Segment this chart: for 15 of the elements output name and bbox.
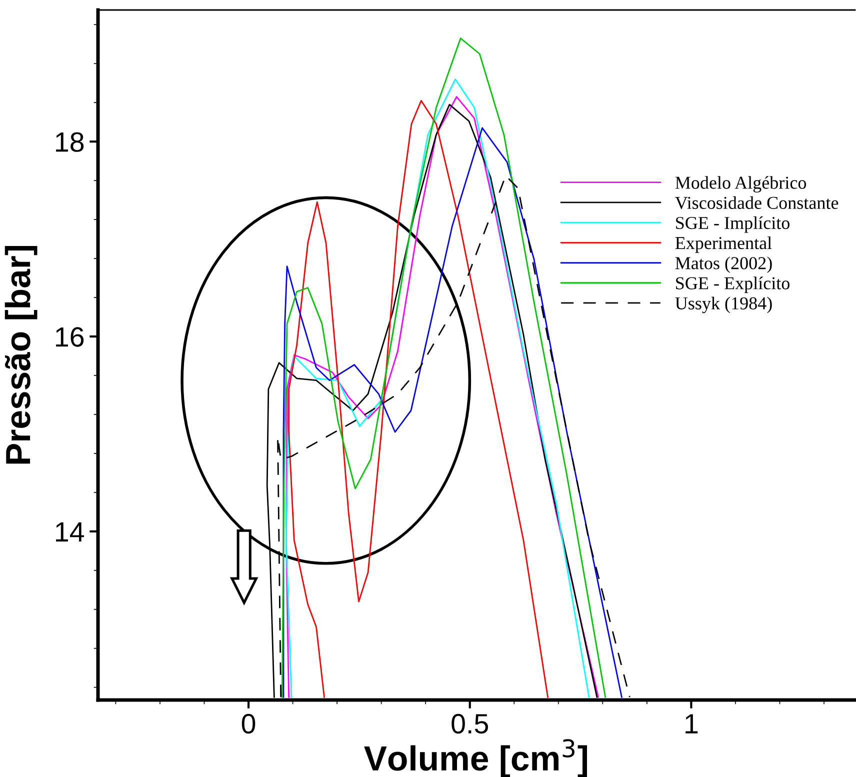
y-axis-title: Pressão [bar]: [4, 246, 38, 464]
text: Ussyk (1984): [675, 296, 772, 314]
text: Modelo Algébrico: [675, 176, 806, 193]
text: Viscosidade Constante: [675, 196, 838, 210]
line-series: [288, 100, 548, 698]
y-tick-label: 18: [56, 132, 84, 152]
text: SGE - Explícito: [676, 276, 790, 294]
x-tick-label: 1: [686, 714, 698, 734]
x-tick-label: 0.5: [452, 714, 488, 734]
text: Matos (2002): [675, 256, 772, 273]
x-tick-label: 0: [242, 714, 256, 734]
y-tick-label: 14: [56, 522, 84, 542]
text: Experimental: [675, 236, 772, 253]
text: SGE - Implícito: [676, 216, 790, 233]
y-tick-label: 16: [56, 327, 84, 347]
